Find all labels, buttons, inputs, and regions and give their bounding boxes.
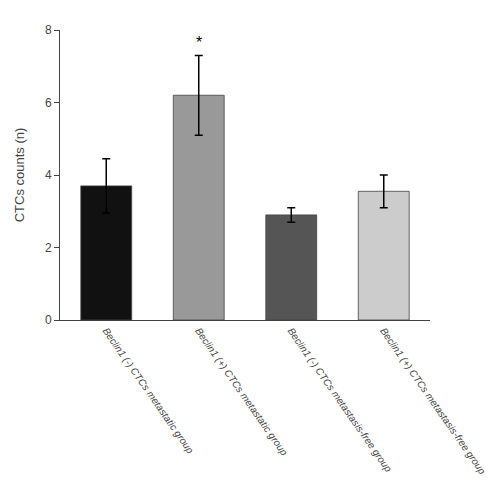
svg-text:*: * — [196, 34, 202, 51]
svg-text:4: 4 — [45, 168, 52, 182]
svg-text:6: 6 — [45, 96, 52, 110]
svg-text:Beclin1 (-) CTCs metastasis-fr: Beclin1 (-) CTCs metastasis-free group — [286, 326, 395, 475]
svg-text:2: 2 — [45, 241, 52, 255]
svg-text:Beclin1 (-) CTCs metastatic gr: Beclin1 (-) CTCs metastatic group — [101, 326, 197, 456]
svg-text:8: 8 — [45, 23, 52, 37]
svg-text:0: 0 — [45, 313, 52, 327]
svg-text:Beclin1 (+) CTCs metastatic gr: Beclin1 (+) CTCs metastatic group — [193, 326, 290, 458]
svg-text:Beclin1 (+) CTCs metastasis-fr: Beclin1 (+) CTCs metastasis-free group — [378, 326, 488, 477]
svg-text:CTCs counts (n): CTCs counts (n) — [12, 128, 27, 223]
